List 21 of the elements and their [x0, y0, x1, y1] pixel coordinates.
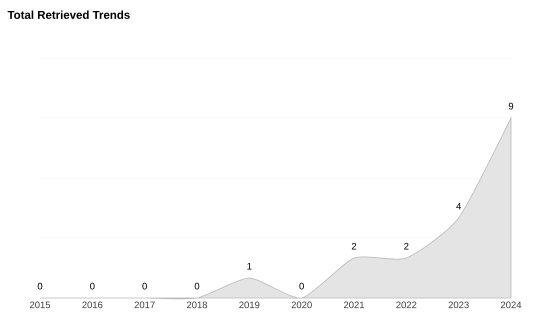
data-label: 2: [352, 242, 356, 250]
x-tick-label: 2017: [134, 302, 155, 308]
data-label: 0: [299, 282, 304, 290]
x-tick-label: 2015: [30, 302, 50, 308]
data-label: 2: [404, 242, 408, 250]
chart-title: Total Retrieved Trends: [8, 10, 130, 19]
data-label: 4: [456, 202, 462, 210]
x-tick-label: 2019: [239, 302, 260, 308]
data-label: 0: [142, 282, 147, 290]
x-tick-label: 2022: [396, 302, 416, 308]
x-tick-label: 2021: [344, 302, 364, 308]
x-tick-label: 2016: [82, 302, 102, 308]
data-label: 9: [508, 102, 514, 110]
x-tick-label: 2020: [292, 302, 312, 308]
data-label: 0: [38, 282, 42, 290]
x-tick-label: 2024: [500, 302, 522, 308]
data-label: 0: [90, 282, 95, 290]
data-label: 1: [247, 262, 252, 270]
data-label: 0: [194, 282, 200, 290]
x-tick-label: 2023: [448, 302, 469, 308]
x-tick-label: 2018: [186, 302, 208, 308]
